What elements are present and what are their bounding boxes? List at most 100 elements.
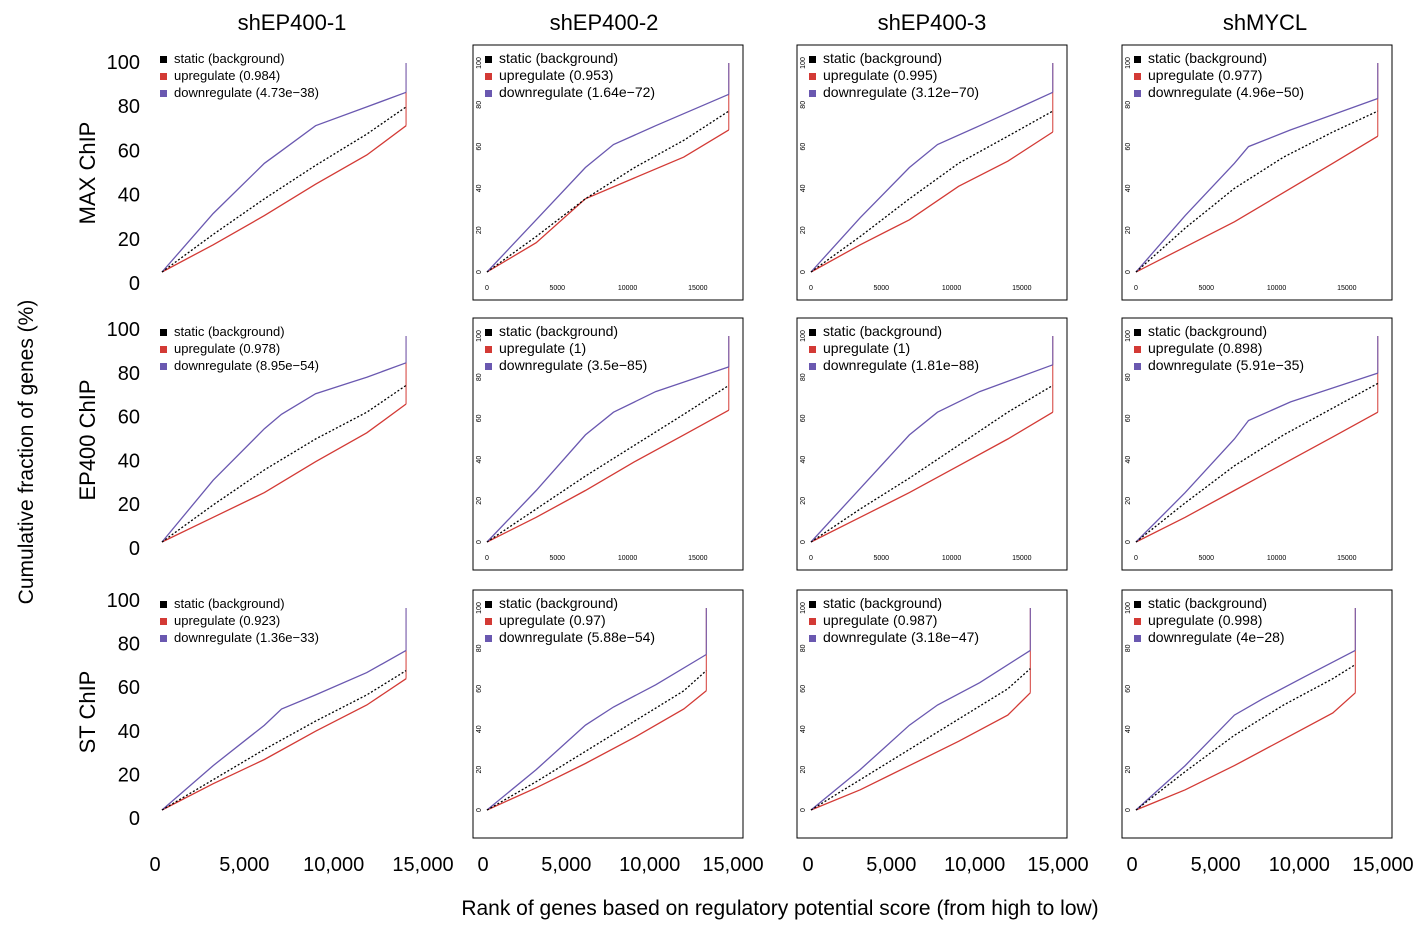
series-line (1135, 97, 1379, 273)
series-line (1135, 110, 1379, 273)
y-tick-label: 40 (476, 456, 483, 464)
y-tick-label: 80 (1125, 373, 1132, 381)
y-tick-label: 60 (118, 407, 140, 429)
legend-label: downregulate (3.18e−47) (823, 629, 979, 645)
y-tick-label: 0 (129, 808, 140, 830)
x-tick-label: 0 (477, 854, 488, 876)
series-line (810, 91, 1054, 273)
legend-label: static (background) (499, 595, 618, 611)
y-tick-label: 100 (800, 602, 807, 614)
legend-label: static (background) (499, 50, 618, 66)
panel-frame (1121, 589, 1393, 839)
x-tick-label: 0 (149, 854, 160, 876)
y-tick-label: 20 (476, 766, 483, 774)
legend-label: static (background) (499, 323, 618, 339)
series-line (1135, 135, 1379, 273)
y-tick-label: 60 (1125, 143, 1132, 151)
y-tick-label: 80 (1125, 644, 1132, 652)
legend-label: upregulate (0.995) (823, 67, 937, 83)
x-tick-label: 5000 (873, 285, 889, 292)
x-tick-label: 0 (1134, 285, 1138, 292)
series-line (486, 384, 730, 543)
y-tick-label: 80 (476, 101, 483, 109)
x-tick-label: 0 (809, 555, 813, 562)
x-tick-label: 15000 (1337, 285, 1357, 292)
panel-frame (796, 317, 1068, 571)
legend-label: downregulate (1.36e−33) (174, 630, 319, 645)
legend-swatch (1134, 329, 1141, 336)
legend-swatch (485, 346, 492, 353)
series-line (1135, 411, 1379, 543)
y-tick-label: 0 (1125, 270, 1132, 274)
y-tick-label: 60 (1125, 685, 1132, 693)
column-title: shEP400-2 (550, 10, 659, 35)
x-tick-label: 10000 (1267, 285, 1287, 292)
legend-swatch (1134, 635, 1141, 642)
y-tick-label: 20 (800, 497, 807, 505)
series-line (1135, 649, 1356, 811)
legend-label: static (background) (1148, 595, 1267, 611)
series-line (486, 690, 707, 811)
y-tick-label: 100 (1125, 57, 1132, 69)
x-tick-label: 10000 (942, 555, 962, 562)
series-line (810, 649, 1031, 811)
legend-label: downregulate (4.96e−50) (1148, 84, 1304, 100)
y-tick-label: 80 (800, 644, 807, 652)
legend-swatch (160, 618, 167, 625)
legend-label: static (background) (823, 50, 942, 66)
chart-panel: 0 20 40 60 80 100 static (background)upregulat… (1121, 589, 1393, 839)
legend-label: upregulate (0.978) (174, 341, 280, 356)
panel-frame (472, 44, 744, 301)
legend-label: static (background) (1148, 50, 1267, 66)
x-tick-label: 5,000 (219, 854, 269, 876)
legend-swatch (160, 363, 167, 370)
legend-swatch (1134, 90, 1141, 97)
series-line (810, 668, 1031, 811)
x-tick-label: 15000 (1012, 285, 1032, 292)
series-line (161, 670, 407, 811)
legend-swatch (160, 56, 167, 63)
chart-panel: 0 20 40 60 80 100 static (background)upregulat… (472, 589, 744, 839)
y-tick-label: 100 (476, 57, 483, 69)
y-tick-label: 20 (118, 229, 140, 251)
legend-swatch (809, 363, 816, 370)
legend-swatch (809, 90, 816, 97)
x-tick-label: 15,000 (702, 854, 763, 876)
chart-panel: 0 20 40 60 80 100 0 5000 10000 15000 static (backg… (1121, 317, 1393, 571)
x-tick-label: 5,000 (866, 854, 916, 876)
y-tick-label: 0 (476, 270, 483, 274)
legend-swatch (485, 73, 492, 80)
legend-label: upregulate (1) (823, 340, 910, 356)
x-tick-label: 15000 (688, 555, 708, 562)
panel-frame (472, 317, 744, 571)
legend-label: upregulate (0.898) (1148, 340, 1262, 356)
series-line (486, 366, 730, 543)
series-line (810, 131, 1054, 273)
x-tick-label: 5,000 (541, 854, 591, 876)
y-tick-label: 20 (1125, 497, 1132, 505)
y-tick-label: 40 (476, 184, 483, 192)
y-tick-label: 100 (1125, 602, 1132, 614)
series-line (810, 364, 1054, 543)
chart-panel: 0 20 40 60 80 100 0 5000 10000 15000 static (backg… (1121, 44, 1393, 301)
series-line (486, 129, 730, 273)
legend-label: downregulate (3.5e−85) (499, 357, 647, 373)
y-tick-label: 20 (476, 497, 483, 505)
y-tick-label: 80 (476, 373, 483, 381)
y-tick-label: 40 (1125, 184, 1132, 192)
legend-label: upregulate (0.923) (174, 613, 280, 628)
x-tick-label: 0 (809, 285, 813, 292)
y-tick-label: 20 (1125, 766, 1132, 774)
y-tick-label: 0 (129, 273, 140, 295)
x-tick-label: 10,000 (303, 854, 364, 876)
x-axis-label: Rank of genes based on regulatory potent… (461, 897, 1098, 920)
chart-panel: 0 20 40 60 80 100 0 5000 10000 15000 static (backg… (796, 317, 1068, 571)
y-tick-label: 0 (800, 808, 807, 812)
legend-label: upregulate (0.977) (1148, 67, 1262, 83)
legend-label: static (background) (174, 596, 285, 611)
x-tick-label: 5000 (873, 555, 889, 562)
y-tick-label: 40 (118, 185, 140, 207)
legend-label: static (background) (823, 595, 942, 611)
legend-swatch (160, 601, 167, 608)
y-tick-label: 60 (1125, 414, 1132, 422)
